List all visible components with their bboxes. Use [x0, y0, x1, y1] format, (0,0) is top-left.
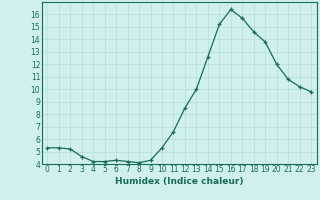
X-axis label: Humidex (Indice chaleur): Humidex (Indice chaleur): [115, 177, 244, 186]
